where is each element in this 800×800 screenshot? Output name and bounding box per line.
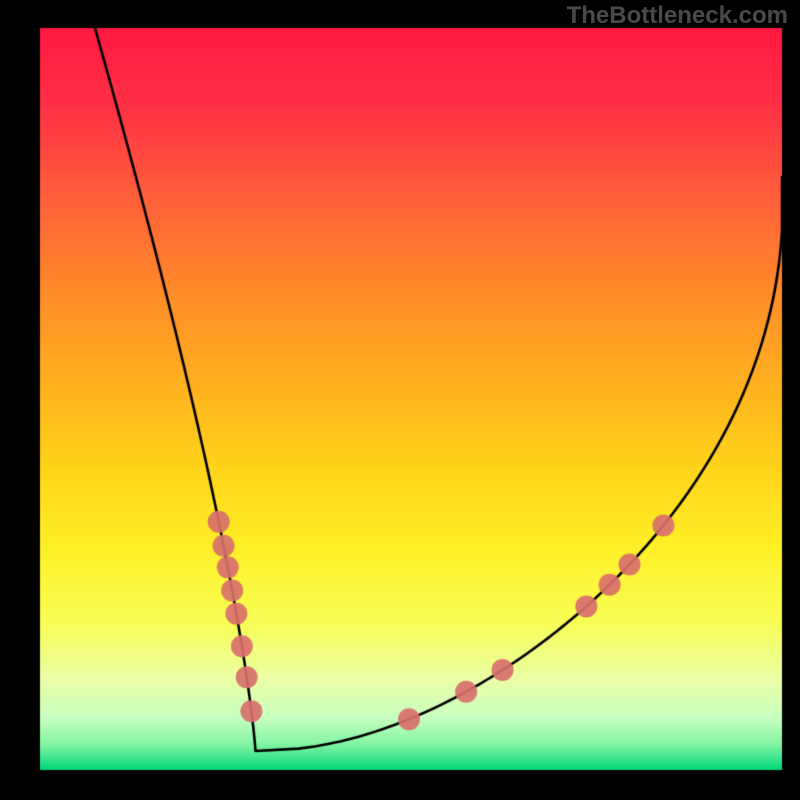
- gradient-curve-chart: [0, 0, 800, 800]
- chart-stage: TheBottleneck.com: [0, 0, 800, 800]
